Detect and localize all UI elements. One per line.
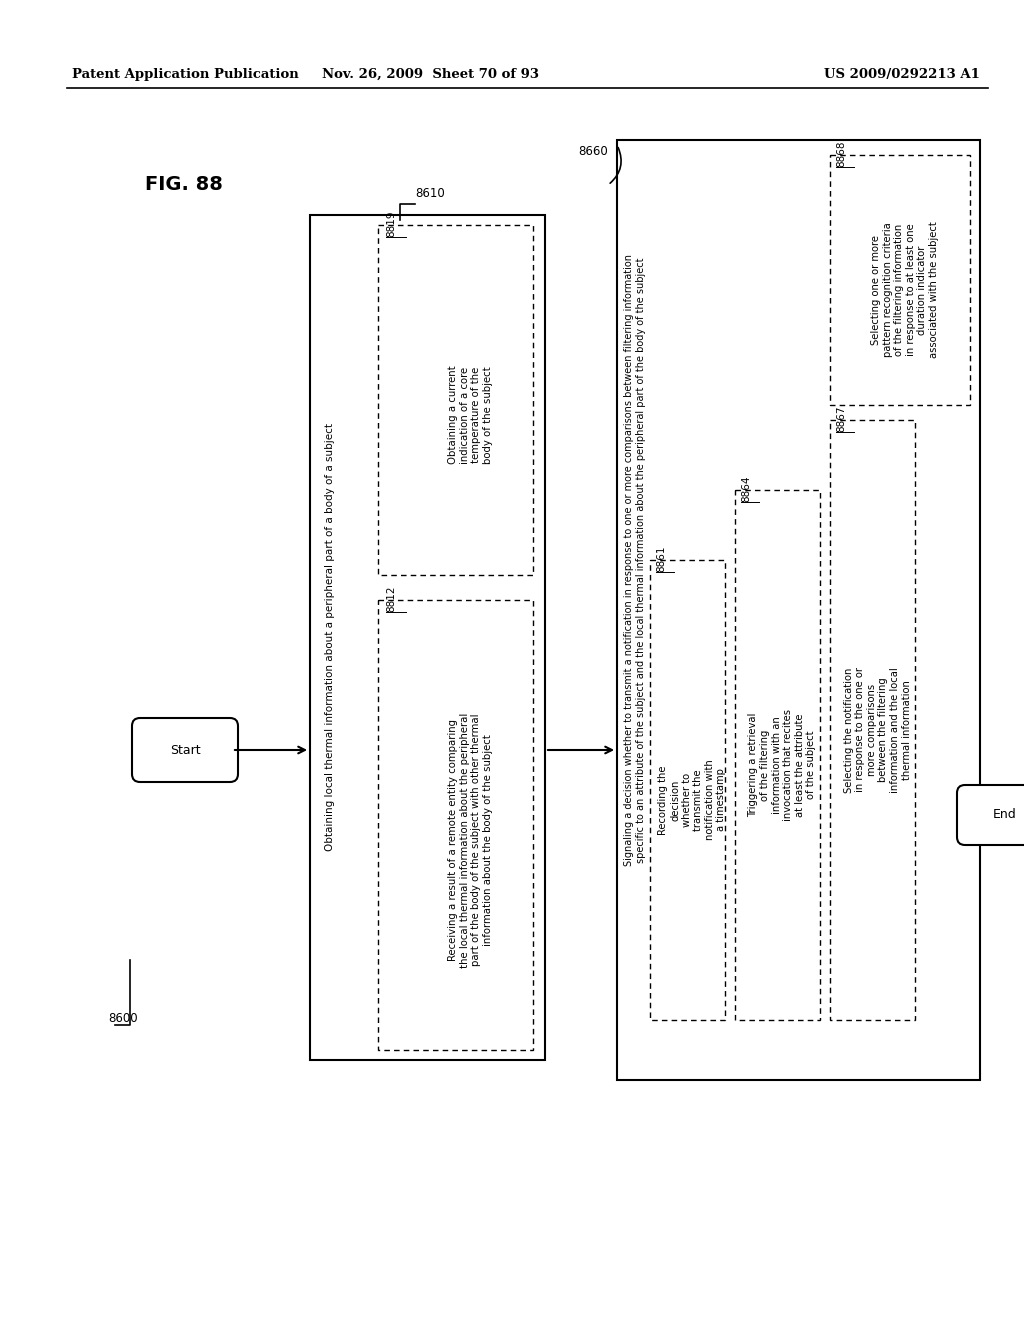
Text: 8864: 8864 bbox=[741, 475, 751, 502]
Bar bbox=[378, 224, 534, 576]
Bar bbox=[617, 140, 980, 1080]
Text: Nov. 26, 2009  Sheet 70 of 93: Nov. 26, 2009 Sheet 70 of 93 bbox=[322, 69, 539, 81]
Text: Receiving a result of a remote entity comparing
the local thermal information ab: Receiving a result of a remote entity co… bbox=[449, 713, 493, 968]
Text: End: End bbox=[993, 808, 1017, 821]
Text: Obtaining a current
indication of a core
temperature of the
body of the subject: Obtaining a current indication of a core… bbox=[449, 366, 493, 465]
Text: Triggering a retrieval
of the filtering
information with an
invocation that reci: Triggering a retrieval of the filtering … bbox=[749, 709, 816, 821]
Text: 8867: 8867 bbox=[836, 405, 846, 432]
Text: Selecting the notification
in response to the one or
more comparisons
between th: Selecting the notification in response t… bbox=[844, 667, 911, 793]
Text: 8819: 8819 bbox=[386, 210, 396, 238]
Bar bbox=[830, 420, 915, 1020]
Bar bbox=[830, 154, 970, 405]
Text: Signaling a decision whether to transmit a notification in response to one or mo: Signaling a decision whether to transmit… bbox=[625, 253, 646, 866]
Text: Recording the
decision
whether to
transmit the
notification with
a timestamp: Recording the decision whether to transm… bbox=[658, 759, 726, 841]
Bar bbox=[735, 490, 820, 1020]
Text: Patent Application Publication: Patent Application Publication bbox=[72, 69, 299, 81]
FancyBboxPatch shape bbox=[957, 785, 1024, 845]
Text: FIG. 88: FIG. 88 bbox=[145, 176, 223, 194]
FancyBboxPatch shape bbox=[132, 718, 238, 781]
Text: 8660: 8660 bbox=[579, 145, 608, 158]
Text: Start: Start bbox=[170, 743, 201, 756]
Text: 8600: 8600 bbox=[108, 1012, 137, 1026]
Bar bbox=[310, 215, 545, 1060]
Text: 8861: 8861 bbox=[656, 545, 666, 572]
Text: US 2009/0292213 A1: US 2009/0292213 A1 bbox=[824, 69, 980, 81]
Text: Obtaining local thermal information about a peripheral part of a body of a subje: Obtaining local thermal information abou… bbox=[325, 422, 335, 851]
Bar bbox=[650, 560, 725, 1020]
Text: 8610: 8610 bbox=[415, 187, 444, 201]
Bar bbox=[378, 601, 534, 1049]
Text: 8812: 8812 bbox=[386, 586, 396, 612]
Text: 8868: 8868 bbox=[836, 140, 846, 168]
Text: Selecting one or more
pattern recognition criteria
of the filtering information
: Selecting one or more pattern recognitio… bbox=[871, 222, 939, 358]
